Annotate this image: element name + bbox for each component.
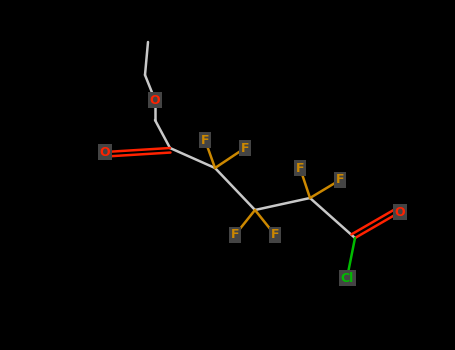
Text: Cl: Cl [340, 272, 354, 285]
Text: F: F [271, 229, 279, 241]
Text: F: F [241, 141, 249, 154]
Text: F: F [296, 161, 304, 175]
Text: F: F [201, 133, 209, 147]
Text: F: F [231, 229, 239, 241]
Text: O: O [150, 93, 160, 106]
Text: O: O [394, 205, 405, 218]
Text: O: O [100, 146, 110, 159]
Text: F: F [336, 174, 344, 187]
